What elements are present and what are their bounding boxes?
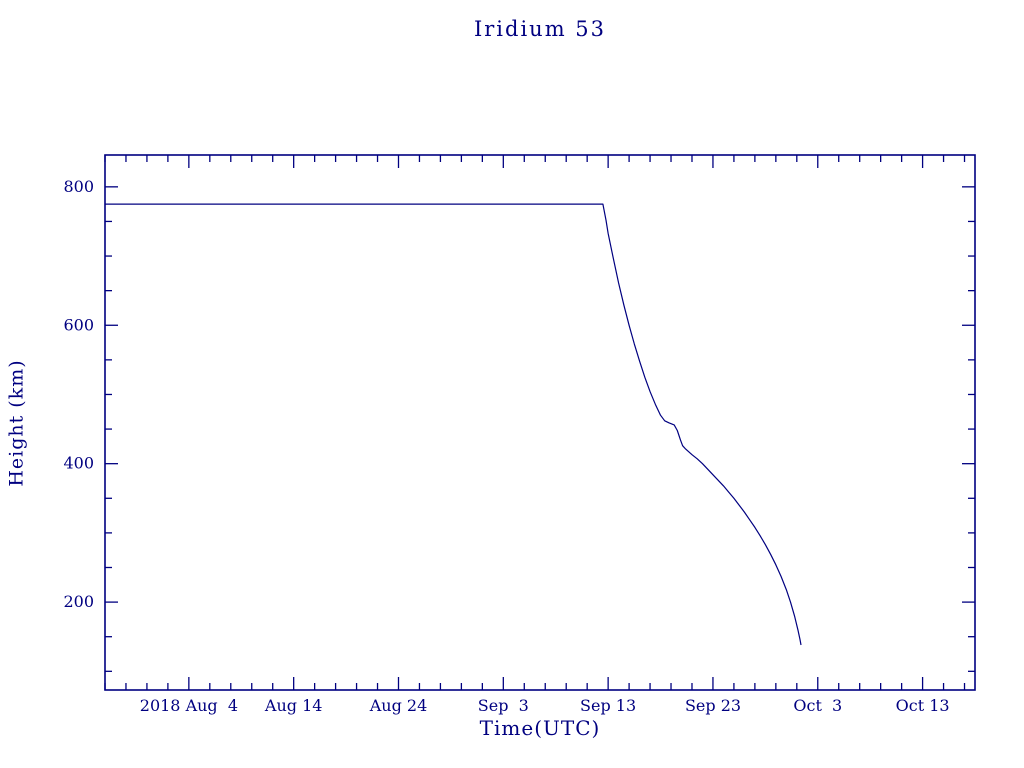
x-tick-label: Sep 13	[580, 696, 636, 715]
x-tick-label: Sep 3	[478, 696, 529, 715]
series-line	[105, 203, 802, 646]
plot-frame	[104, 154, 976, 691]
x-tick-label: Aug 14	[264, 696, 323, 715]
y-tick-label: 400	[63, 454, 94, 473]
chart-title: Iridium 53	[473, 17, 607, 41]
y-tick-label: 200	[63, 592, 94, 611]
y-tick-label: 600	[63, 315, 94, 334]
x-axis-title: Time(UTC)	[479, 716, 601, 740]
x-tick-label: Aug 24	[369, 696, 428, 715]
y-tick-label: 800	[63, 177, 94, 196]
x-tick-label: Oct 3	[793, 696, 842, 715]
x-tick-label: Sep 23	[685, 696, 741, 715]
x-tick-label: Oct 13	[896, 696, 950, 715]
x-tick-label: 2018 Aug 4	[140, 696, 238, 715]
